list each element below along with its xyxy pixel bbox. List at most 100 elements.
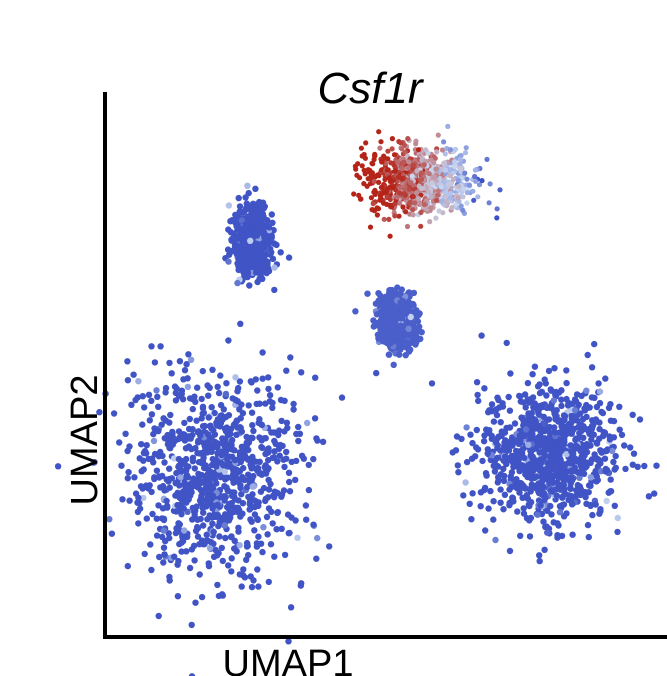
scatter-point	[220, 462, 227, 469]
scatter-point	[509, 459, 517, 466]
scatter-point	[208, 468, 215, 476]
scatter-point	[259, 275, 266, 283]
scatter-point	[492, 536, 499, 544]
scatter-point	[466, 182, 472, 188]
scatter-point	[285, 469, 293, 476]
scatter-point	[558, 471, 566, 479]
scatter-point	[417, 335, 424, 343]
scatter-point	[162, 384, 170, 392]
scatter-point	[421, 201, 427, 208]
scatter-point	[435, 192, 441, 198]
scatter-point	[234, 388, 241, 395]
scatter-point	[143, 515, 150, 522]
scatter-point	[497, 187, 503, 193]
scatter-point	[90, 459, 97, 466]
scatter-point	[259, 444, 266, 452]
scatter-point	[262, 462, 269, 469]
scatter-point	[382, 176, 388, 183]
scatter-point	[265, 374, 272, 381]
scatter-point	[627, 444, 634, 451]
scatter-point	[585, 533, 592, 541]
scatter-point	[478, 332, 485, 339]
scatter-point	[629, 461, 636, 468]
scatter-point	[380, 323, 387, 330]
scatter-point	[616, 426, 623, 433]
scatter-point	[526, 533, 534, 540]
scatter-point	[521, 454, 528, 462]
scatter-point	[284, 424, 291, 432]
scatter-point	[567, 442, 574, 449]
scatter-point	[629, 411, 636, 418]
scatter-point	[198, 415, 205, 422]
scatter-point	[116, 439, 123, 446]
scatter-point	[471, 197, 477, 203]
scatter-point	[259, 548, 266, 556]
scatter-point	[139, 393, 146, 400]
scatter-point	[248, 379, 255, 386]
scatter-point	[235, 497, 242, 504]
scatter-point	[505, 393, 512, 401]
scatter-point	[214, 501, 221, 509]
scatter-point	[54, 463, 62, 470]
scatter-point	[428, 194, 434, 200]
scatter-point	[290, 406, 297, 413]
scatter-point	[222, 511, 229, 518]
scatter-point	[287, 354, 294, 361]
scatter-point	[222, 390, 230, 398]
scatter-point	[119, 496, 126, 503]
scatter-point	[602, 375, 609, 382]
scatter-point	[390, 361, 397, 368]
scatter-point	[149, 510, 156, 518]
scatter-point	[147, 541, 154, 548]
scatter-point	[397, 299, 404, 306]
scatter-point	[189, 516, 196, 523]
scatter-point	[246, 282, 253, 289]
scatter-point	[508, 469, 516, 476]
scatter-point	[254, 278, 261, 286]
scatter-point	[387, 196, 393, 202]
scatter-point	[538, 456, 545, 464]
scatter-point	[243, 433, 250, 441]
scatter-point	[370, 201, 376, 207]
scatter-point	[449, 449, 456, 456]
scatter-point	[158, 515, 166, 522]
scatter-point	[419, 176, 425, 182]
scatter-point	[358, 145, 364, 151]
scatter-point	[229, 446, 236, 453]
scatter-point	[396, 351, 403, 358]
scatter-point	[494, 206, 500, 212]
scatter-point	[239, 475, 246, 482]
scatter-point	[244, 182, 251, 189]
scatter-point	[243, 543, 251, 550]
scatter-point	[603, 497, 610, 505]
scatter-point	[563, 367, 570, 374]
scatter-point	[136, 455, 143, 462]
scatter-point	[412, 200, 418, 206]
scatter-point	[236, 203, 244, 210]
scatter-point	[148, 411, 156, 418]
scatter-point	[540, 518, 547, 525]
scatter-point	[167, 442, 174, 450]
scatter-point	[389, 146, 395, 152]
scatter-point	[243, 556, 250, 563]
scatter-point	[295, 437, 302, 445]
scatter-point	[522, 404, 529, 411]
scatter-point	[312, 374, 319, 381]
scatter-point	[419, 170, 425, 176]
scatter-point	[248, 496, 255, 503]
scatter-point	[253, 540, 261, 547]
scatter-point	[543, 392, 550, 399]
scatter-point	[547, 441, 554, 449]
scatter-point	[435, 188, 442, 194]
scatter-point	[166, 419, 173, 426]
scatter-point	[228, 489, 236, 496]
scatter-point	[547, 479, 554, 486]
scatter-point	[591, 451, 598, 458]
scatter-point	[198, 471, 205, 479]
scatter-point	[224, 431, 232, 439]
scatter-point	[245, 402, 252, 409]
scatter-point	[253, 400, 260, 408]
scatter-point	[537, 502, 544, 509]
scatter-point	[429, 180, 435, 186]
scatter-point	[378, 301, 386, 308]
